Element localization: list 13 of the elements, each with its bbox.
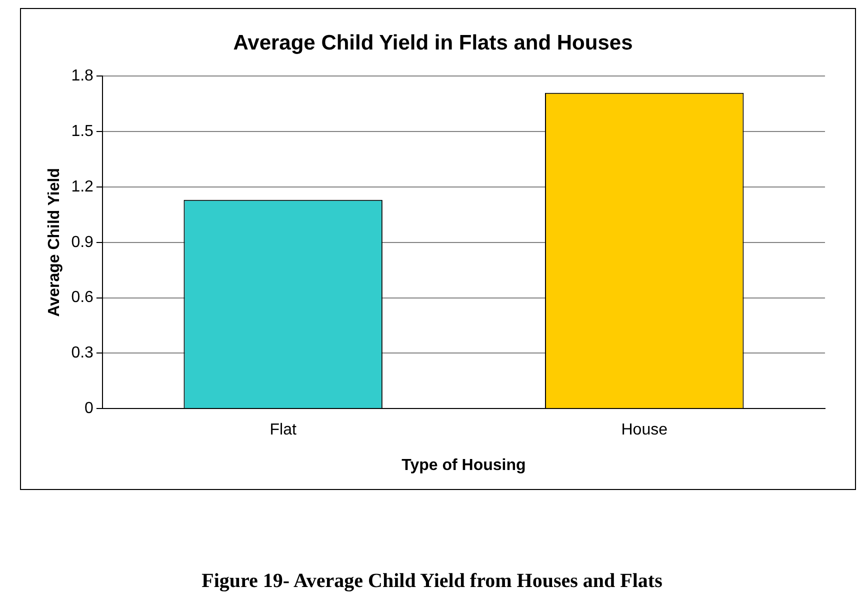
x-tick-label: House	[621, 422, 668, 439]
y-tick-label: 0.3	[71, 344, 94, 362]
chart-title: Average Child Yield in Flats and Houses	[233, 31, 633, 54]
y-tick-label: 0.6	[71, 289, 94, 306]
caption: Figure 19- Average Child Yield from Houses and Flats	[200, 570, 664, 593]
y-tick-label: 1.5	[71, 123, 94, 140]
x-tick-label: Flat	[270, 422, 297, 439]
y-tick-label: 0.9	[71, 234, 94, 251]
y-tick-label: 1.8	[71, 68, 94, 85]
x-axis-title: Type of Housing	[402, 456, 526, 474]
y-tick-label: 1.2	[71, 178, 94, 196]
y-tick-label: 0	[84, 400, 94, 418]
y-axis-title: Average Child Yield	[46, 168, 64, 317]
